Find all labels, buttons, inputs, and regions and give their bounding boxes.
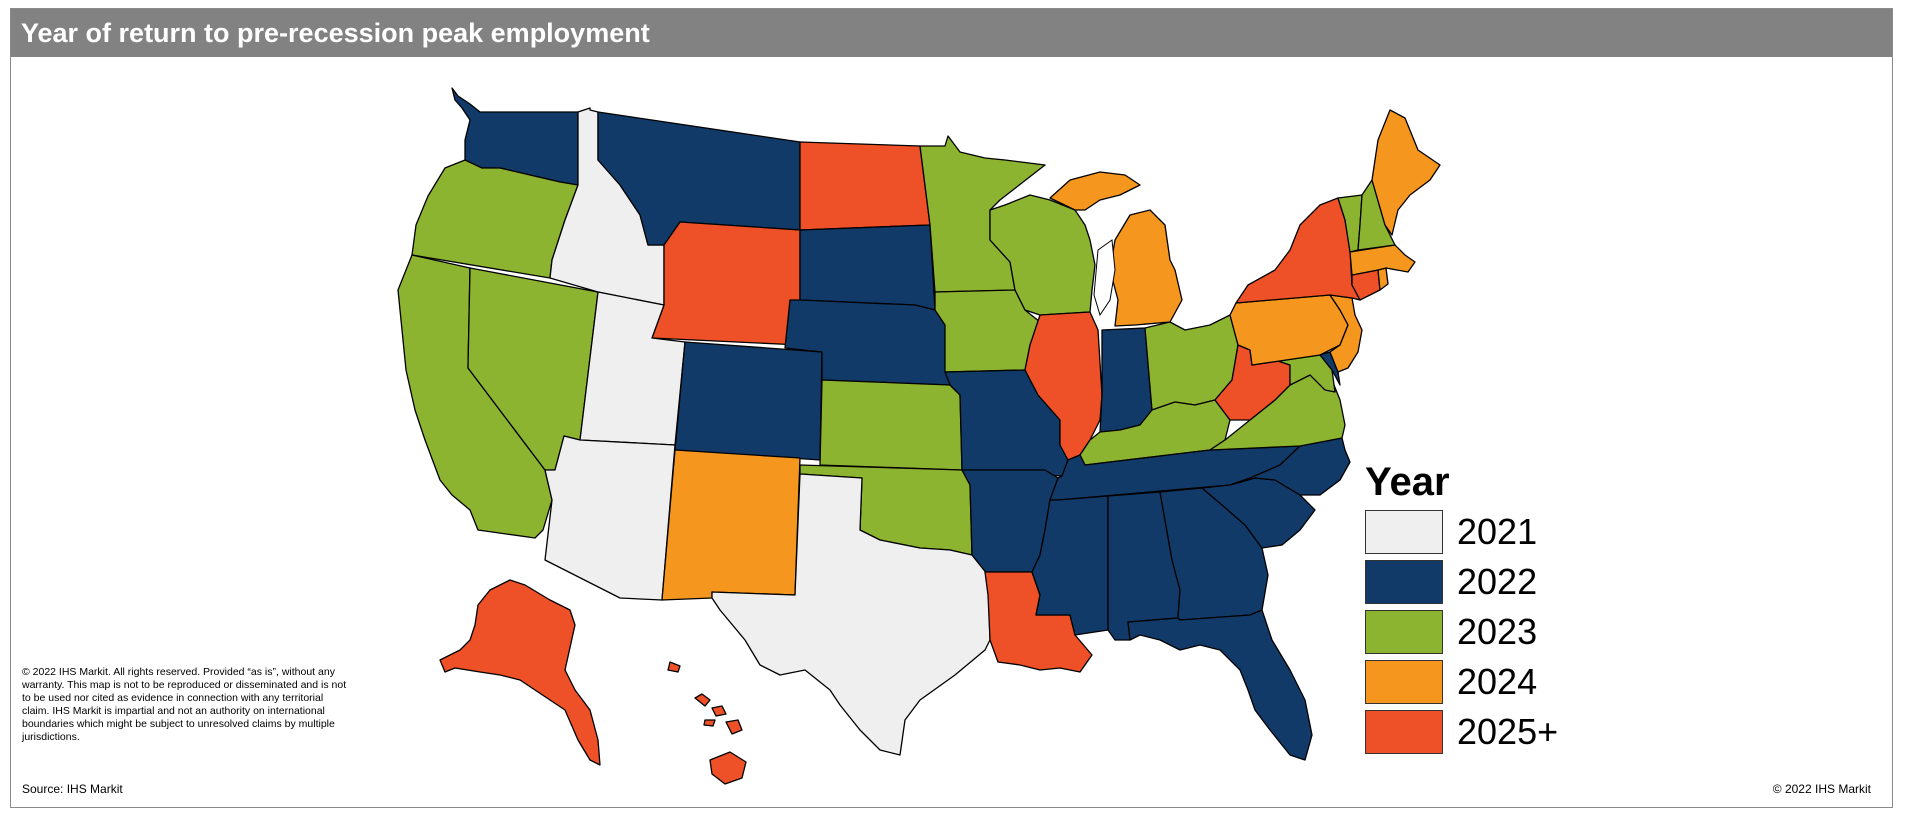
state-arizona — [544, 435, 676, 601]
state-michigan — [1049, 171, 1183, 327]
state-north-carolina — [1229, 437, 1351, 496]
disclaimer-text: © 2022 IHS Markit. All rights reserved. … — [22, 666, 347, 743]
state-wisconsin — [989, 194, 1096, 316]
legend-title: Year — [1365, 460, 1450, 504]
state-rhode-island — [1377, 267, 1389, 291]
lake-michigan — [1093, 239, 1116, 317]
state-delaware — [1319, 351, 1341, 386]
legend-swatch — [1365, 660, 1443, 704]
state-new-mexico — [661, 449, 801, 601]
state-indiana — [1099, 327, 1153, 433]
state-north-dakota — [799, 141, 931, 231]
source-text: Source: IHS Markit — [22, 782, 123, 796]
state-new-york — [1235, 197, 1361, 304]
state-new-jersey — [1329, 294, 1363, 373]
state-hawaii — [667, 661, 747, 785]
legend-swatch — [1365, 510, 1443, 554]
state-colorado — [674, 341, 823, 461]
state-south-dakota — [799, 224, 936, 311]
state-alaska — [439, 579, 601, 766]
legend-swatch — [1365, 610, 1443, 654]
state-massachusetts — [1349, 244, 1416, 276]
legend-swatch — [1365, 560, 1443, 604]
state-florida — [1127, 609, 1313, 761]
chart-title: Year of return to pre-recession peak emp… — [11, 9, 1892, 57]
state-maine — [1371, 109, 1441, 236]
legend-label: 2023 — [1457, 611, 1538, 652]
state-texas — [711, 473, 991, 756]
legend-swatch — [1365, 710, 1443, 754]
state-wyoming — [651, 221, 801, 346]
legend-label: 2025+ — [1457, 711, 1559, 752]
legend-label: 2024 — [1457, 661, 1538, 702]
copyright-text: © 2022 IHS Markit — [1772, 782, 1871, 796]
legend-label: 2021 — [1457, 511, 1538, 552]
legend-label: 2022 — [1457, 561, 1538, 602]
state-kansas — [819, 379, 963, 471]
